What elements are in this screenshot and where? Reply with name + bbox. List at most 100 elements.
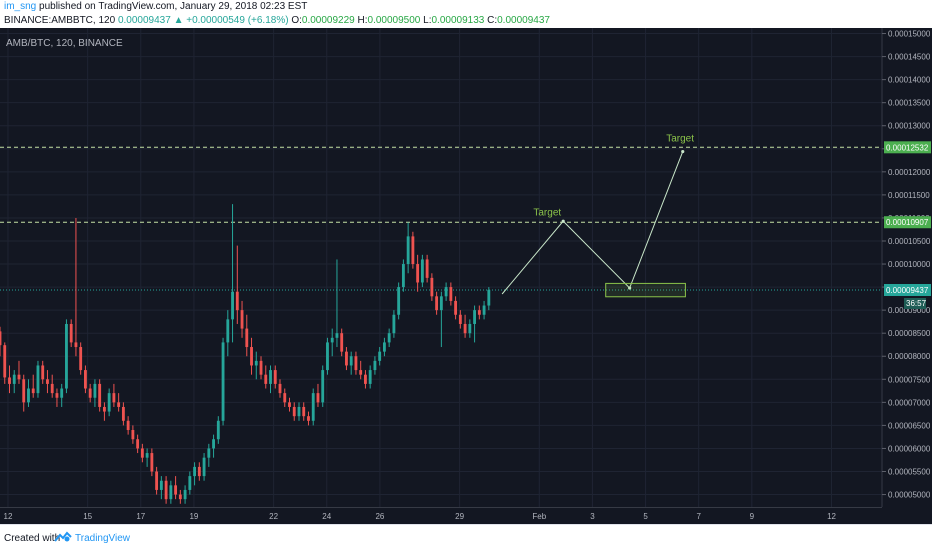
candle-body [197,466,201,477]
x-tick-label: 7 [696,512,701,521]
candle-body [174,485,178,495]
candle-body [430,277,434,297]
x-tick-label: 24 [322,512,331,521]
countdown-text: 36:57 [906,299,927,308]
candle-body [69,323,73,343]
candle-body [65,323,68,389]
open-label: O: [291,15,302,26]
candle-body [449,287,453,301]
candle-body [487,289,491,306]
author-link[interactable]: im_sng [4,1,37,12]
symbol-label: BINANCE:AMBBTC, 120 [4,15,116,26]
ohlc-line: BINANCE:AMBBTC, 120 0.00009437 ▲ +0.0000… [4,15,550,27]
candle-body [27,388,30,403]
candle-body [435,296,439,311]
y-tick-label: 0.00010000 [888,260,931,269]
candle-body [387,333,391,343]
x-tick-label: 19 [189,512,198,521]
publish-line: im_sng published on TradingView.com, Jan… [4,1,307,13]
candle-body [278,383,282,394]
y-tick-label: 0.00010500 [888,237,931,246]
candle-body [164,480,168,500]
level-price-text: 0.00012532 [886,143,929,152]
candle-body [473,310,477,324]
level-price-text: 0.00010907 [886,218,929,227]
y-tick-label: 0.00014000 [888,76,931,85]
price-axis[interactable]: 0.00015000 0.00014500 0.00014000 0.00013500… [882,30,931,500]
candle-body [401,264,405,288]
candle-body [482,305,486,315]
candle-body [221,342,225,421]
candle-body [98,383,102,407]
candle-body [382,342,386,352]
candle-body [340,333,344,352]
y-tick-label: 0.00008500 [888,329,931,338]
level-price-tag [884,216,931,229]
open-value: 0.00009229 [301,15,355,26]
projection-path [501,151,684,295]
x-tick-label: Feb [532,512,546,521]
candle-body [60,388,64,398]
last-price-text: 0.00009437 [886,286,929,295]
candle-body [458,314,462,324]
x-tick-label: 17 [136,512,145,521]
candle-body [150,453,154,472]
high-label: H: [357,15,368,26]
candle-body [169,485,173,500]
tradingview-logo-icon[interactable] [54,531,72,543]
y-tick-label: 0.00008000 [888,352,931,361]
low-label: L: [423,15,432,26]
candles [0,204,491,504]
candle-body [84,370,87,389]
footer-bar: Created with TradingView [0,524,932,551]
candle-body [264,374,268,384]
y-tick-label: 0.00005500 [888,468,931,477]
candle-body [321,370,325,403]
target-label: Target [533,208,561,219]
y-tick-label: 0.00007000 [888,398,931,407]
candle-body [50,383,54,394]
candle-body [416,264,420,283]
candle-body [397,287,401,315]
candle-body [444,287,448,297]
y-tick-label: 0.00014500 [888,53,931,62]
candle-body [93,383,97,398]
entry-zone [605,282,686,298]
candle-body [288,402,291,407]
candle-body [12,374,16,384]
candle-body [439,296,443,311]
price-chart[interactable]: Target Target 0.00015000 0.00014500 0.00014… [0,28,932,524]
candle-body [131,430,135,440]
close-label: C: [487,15,498,26]
candle-body [359,370,363,375]
time-axis[interactable]: 12 15 17 19 22 24 26 29 Feb 3 5 7 9 12 [4,512,837,521]
candle-body [292,406,296,417]
candle-body [477,310,481,315]
candle-body [145,453,149,458]
grid-lines [0,28,882,507]
projection-point [628,286,632,290]
candle-body [454,300,458,315]
candle-body [55,393,59,398]
candle-body [107,393,111,412]
x-tick-label: 3 [590,512,595,521]
y-tick-label: 0.00015000 [888,30,931,39]
candle-body [425,259,429,278]
candle-body [46,379,49,384]
candle-body [307,416,310,421]
candle-body [183,489,187,500]
candle-body [207,448,211,458]
candle-body [330,337,334,343]
candle-body [155,471,159,490]
candle-body [41,365,45,380]
candle-body [349,356,353,366]
candle-body [240,310,244,329]
x-tick-label: 22 [269,512,278,521]
candle-body [126,420,130,431]
candle-body [259,360,263,375]
horizontal-levels [0,146,882,291]
candle-body [345,351,348,366]
tradingview-link[interactable]: TradingView [75,533,131,544]
price-labels: 0.00010907 0.00012532 0.00009437 36:57 [884,141,931,309]
